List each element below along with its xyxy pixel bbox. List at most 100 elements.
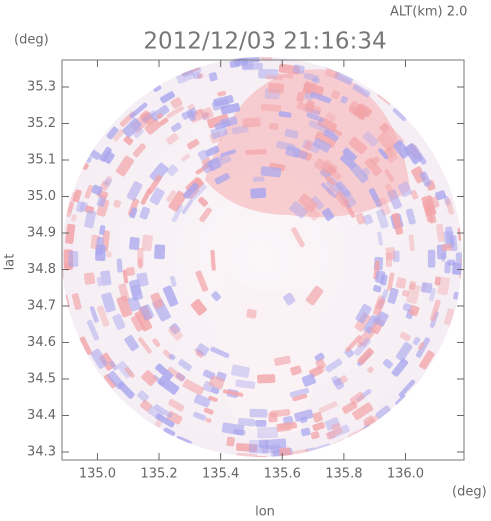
echo-patch <box>391 358 409 377</box>
echo-patch <box>385 247 396 260</box>
echo-patch <box>325 358 343 373</box>
echo-patch <box>129 207 138 219</box>
echo-patch <box>325 112 336 123</box>
echo-patch <box>310 91 332 104</box>
echo-patch <box>141 370 158 387</box>
echo-patch <box>218 156 232 166</box>
echo-patch <box>393 140 411 159</box>
echo-patch <box>155 413 175 428</box>
echo-patch <box>112 128 125 142</box>
echo-patch <box>368 188 383 208</box>
echo-patch <box>116 258 123 273</box>
echo-patch <box>372 284 382 293</box>
echo-patch <box>140 399 152 412</box>
echo-patch <box>283 292 296 306</box>
echo-patch <box>382 147 398 164</box>
echo-patch <box>310 196 325 210</box>
echo-patch <box>426 196 440 210</box>
echo-patch <box>89 149 101 160</box>
echo-patch <box>132 143 146 158</box>
echo-patch <box>306 112 325 123</box>
echo-patch <box>385 183 396 198</box>
echo-patch <box>205 145 220 157</box>
echo-patch <box>154 244 166 260</box>
echo-patch <box>221 422 245 436</box>
echo-patch <box>187 138 200 150</box>
echo-patch <box>444 261 451 274</box>
echo-patch <box>72 189 82 203</box>
y-tick-label: 34.8 <box>27 262 56 277</box>
echo-patch <box>220 103 241 115</box>
echo-patch <box>352 402 374 421</box>
echo-patch <box>312 411 323 423</box>
echo-patch <box>115 155 134 177</box>
echo-patch <box>290 423 298 429</box>
echo-patch <box>207 157 222 171</box>
echo-patch <box>95 236 104 256</box>
echo-patch <box>68 250 79 267</box>
echo-patch <box>226 436 235 447</box>
echo-patch <box>203 407 214 415</box>
echo-patch <box>387 272 395 291</box>
echo-patch <box>299 416 308 424</box>
echo-patch <box>155 363 174 381</box>
echo-patch <box>312 421 325 432</box>
echo-patch <box>169 275 177 287</box>
echo-patch <box>160 91 175 104</box>
echo-patch <box>441 244 452 251</box>
echo-patch <box>166 105 184 119</box>
x-tick-label: 136.0 <box>387 467 424 482</box>
echo-patch <box>107 371 125 390</box>
echo-patch <box>211 386 220 395</box>
x-tick-label: 135.2 <box>140 467 177 482</box>
echo-patch <box>91 184 103 196</box>
echo-patch <box>292 148 308 160</box>
echo-patch <box>265 438 287 450</box>
echo-patch <box>342 147 357 162</box>
echo-patch <box>322 208 335 221</box>
echo-patch <box>200 107 214 120</box>
x-unit: (deg) <box>452 485 487 500</box>
echo-patch <box>391 212 404 235</box>
echo-patch <box>436 223 445 243</box>
echo-patch <box>112 313 126 330</box>
echo-patch <box>323 129 339 142</box>
echo-patch <box>84 185 94 199</box>
echo-patch <box>149 187 165 206</box>
echo-patch <box>348 106 365 119</box>
echo-patch <box>242 62 263 71</box>
echo-patch <box>395 277 407 289</box>
echo-patch <box>122 118 142 138</box>
echo-patch <box>445 198 455 215</box>
echo-patch <box>419 171 432 187</box>
echo-patch <box>276 422 292 433</box>
echo-patch <box>217 90 227 97</box>
echo-patch <box>208 395 218 402</box>
echo-patch <box>118 283 130 302</box>
echo-patch <box>260 166 282 178</box>
y-tick-label: 34.3 <box>27 444 56 459</box>
echo-patch <box>106 251 112 258</box>
echo-patch <box>116 295 133 318</box>
echo-patch <box>99 146 112 162</box>
echo-patch <box>325 165 342 181</box>
echo-patch <box>314 131 337 148</box>
echo-patch <box>166 132 179 145</box>
echo-patch <box>305 285 324 306</box>
echo-patch <box>408 281 416 290</box>
echo-patch <box>298 193 318 212</box>
echo-patch <box>302 82 324 98</box>
echo-patch <box>130 314 145 332</box>
echo-patch <box>403 143 423 165</box>
echo-patch <box>194 394 211 408</box>
y-tick-label: 34.4 <box>27 408 56 423</box>
echo-patch <box>136 272 149 287</box>
echo-patch <box>242 117 261 128</box>
echo-patch <box>214 173 230 185</box>
echo-patch <box>443 196 451 206</box>
echo-patch <box>331 422 343 436</box>
echo-patch <box>387 189 402 210</box>
echo-patch <box>398 379 416 398</box>
echo-patch <box>199 207 212 223</box>
echo-patch <box>308 120 328 133</box>
